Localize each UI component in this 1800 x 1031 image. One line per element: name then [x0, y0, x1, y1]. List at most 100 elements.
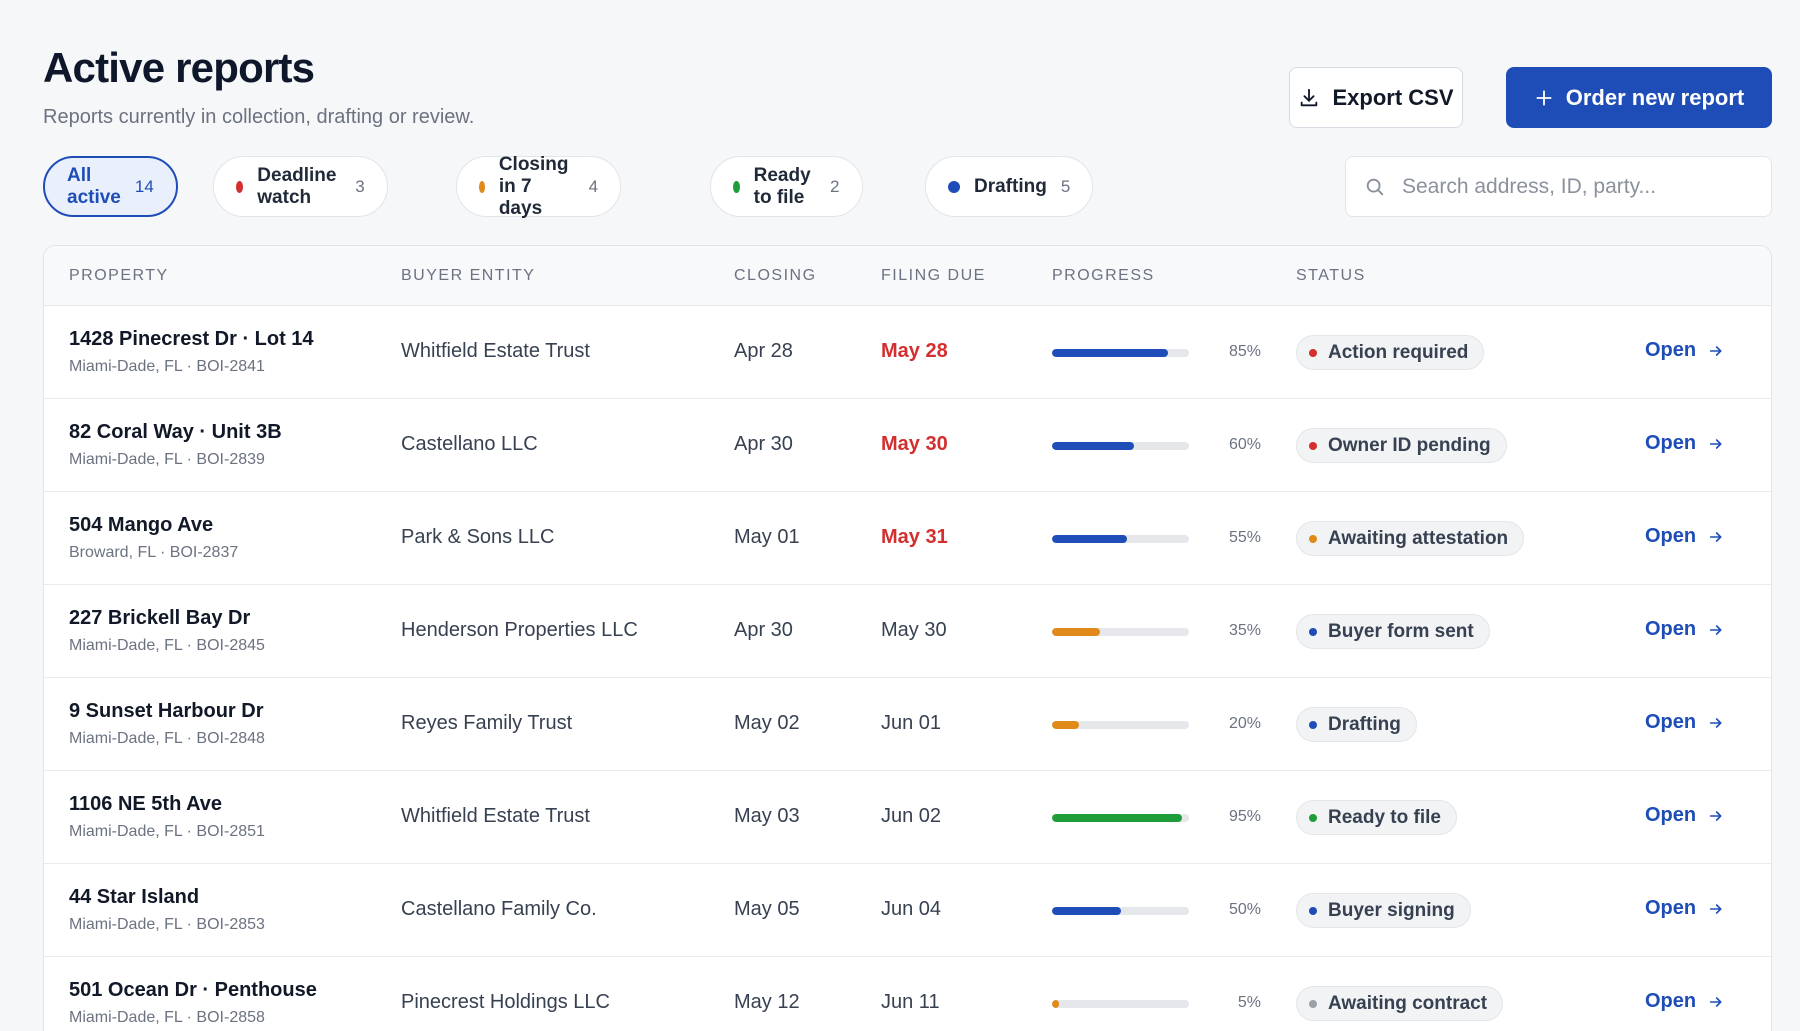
search-input[interactable]: [1402, 174, 1762, 199]
table-row[interactable]: 44 Star Island Miami-Dade, FL · BOI-2853 C…: [44, 864, 1771, 957]
column-header-progress[interactable]: PROGRESS: [1052, 267, 1155, 284]
property-address: 44 Star Island: [69, 886, 200, 908]
arrow-right-icon: [1709, 345, 1722, 356]
progress-bar: [1052, 1000, 1189, 1008]
page-header: Active reports Reports currently in coll…: [43, 0, 1772, 150]
open-report-link[interactable]: Open: [1645, 525, 1724, 548]
status-badge: Action required: [1296, 335, 1485, 370]
open-report-link[interactable]: Open: [1645, 432, 1724, 455]
progress-percent: 50%: [1228, 901, 1261, 918]
filing-due-date: Jun 01: [881, 712, 942, 734]
page: Active reports Reports currently in coll…: [43, 0, 1772, 1031]
table-row[interactable]: 1428 Pinecrest Dr · Lot 14 Miami-Dade, FL…: [44, 306, 1771, 399]
column-header-property[interactable]: PROPERTY: [69, 267, 169, 284]
status-badge: Awaiting contract: [1296, 986, 1504, 1021]
column-header-closing[interactable]: CLOSING: [734, 267, 817, 284]
filter-chip-count: 4: [588, 176, 599, 196]
progress-bar: [1052, 442, 1189, 450]
status-badge: Owner ID pending: [1296, 428, 1507, 463]
table-row[interactable]: 1106 NE 5th Ave Miami-Dade, FL · BOI-2851…: [44, 771, 1771, 864]
open-label: Open: [1645, 990, 1697, 1012]
export-csv-button[interactable]: Export CSV: [1289, 67, 1463, 128]
property-meta: Miami-Dade, FL · BOI-2841: [69, 358, 265, 375]
reports-table: PROPERTY BUYER ENTITY CLOSING FILING DUE…: [43, 245, 1772, 1031]
buyer-entity: Whitfield Estate Trust: [401, 340, 590, 362]
status-dot-icon: [479, 180, 485, 193]
buyer-entity: Castellano LLC: [401, 433, 538, 455]
progress-percent: 5%: [1237, 994, 1261, 1011]
column-header-filing-due[interactable]: FILING DUE: [881, 267, 986, 284]
table-row[interactable]: 504 Mango Ave Broward, FL · BOI-2837 Park …: [44, 492, 1771, 585]
property-meta: Miami-Dade, FL · BOI-2839: [69, 451, 265, 468]
search-icon: [1366, 178, 1384, 195]
arrow-right-icon: [1709, 717, 1722, 728]
status-dot-icon: [1309, 441, 1317, 450]
closing-date: Apr 30: [734, 619, 793, 641]
open-label: Open: [1645, 339, 1697, 361]
filing-due-date: May 30: [881, 619, 947, 641]
open-label: Open: [1645, 711, 1697, 733]
open-report-link[interactable]: Open: [1645, 897, 1724, 920]
column-header-buyer[interactable]: BUYER ENTITY: [401, 267, 536, 284]
status-badge: Ready to file: [1296, 800, 1457, 835]
progress-percent: 85%: [1228, 343, 1261, 360]
status-label: Awaiting contract: [1328, 992, 1488, 1014]
filing-due-date: Jun 04: [881, 898, 942, 920]
filing-due-date: Jun 11: [881, 991, 940, 1013]
arrow-right-icon: [1709, 531, 1722, 542]
progress-bar-fill: [1052, 1000, 1059, 1008]
status-dot-icon: [236, 180, 244, 193]
open-report-link[interactable]: Open: [1645, 804, 1724, 827]
filter-chip-deadline-watch[interactable]: Deadline watch 3: [213, 156, 388, 217]
arrow-right-icon: [1709, 996, 1722, 1007]
column-header-status[interactable]: STATUS: [1296, 267, 1366, 284]
status-label: Awaiting attestation: [1328, 527, 1509, 549]
property-meta: Miami-Dade, FL · BOI-2853: [69, 916, 265, 933]
closing-date: May 12: [734, 991, 800, 1013]
open-label: Open: [1645, 897, 1697, 919]
status-dot-icon: [948, 180, 960, 193]
download-icon: [1301, 88, 1318, 106]
filter-chip-count: 2: [830, 176, 840, 196]
table-row[interactable]: 9 Sunset Harbour Dr Miami-Dade, FL · BOI-…: [44, 678, 1771, 771]
open-label: Open: [1645, 432, 1697, 454]
open-report-link[interactable]: Open: [1645, 339, 1724, 362]
closing-date: Apr 30: [734, 433, 793, 455]
filter-chip-label: Ready to file: [753, 164, 811, 208]
progress-bar: [1052, 628, 1189, 636]
filter-chip-ready-to-file[interactable]: Ready to file 2: [710, 156, 863, 217]
progress-percent: 20%: [1228, 715, 1261, 732]
table-row[interactable]: 82 Coral Way · Unit 3B Miami-Dade, FL · B…: [44, 399, 1771, 492]
arrow-right-icon: [1709, 438, 1722, 449]
order-new-report-button[interactable]: Order new report: [1506, 67, 1772, 128]
buyer-entity: Henderson Properties LLC: [401, 619, 638, 641]
closing-date: May 02: [734, 712, 800, 734]
filter-chip-closing-in-7-days[interactable]: Closing in 7 days 4: [456, 154, 622, 219]
progress-percent: 95%: [1228, 808, 1261, 825]
status-badge: Drafting: [1296, 707, 1417, 742]
closing-date: May 03: [734, 805, 800, 827]
progress-bar-fill: [1052, 907, 1121, 915]
property-address: 504 Mango Ave: [69, 514, 214, 536]
status-dot-icon: [1309, 627, 1317, 636]
property-address: 1106 NE 5th Ave: [69, 793, 223, 815]
progress-bar: [1052, 814, 1189, 822]
status-label: Buyer form sent: [1328, 620, 1474, 642]
filter-chip-all-active[interactable]: All active 14: [43, 156, 178, 217]
filing-due-date: Jun 02: [881, 805, 942, 827]
table-row[interactable]: 501 Ocean Dr · Penthouse Miami-Dade, FL ·…: [44, 957, 1771, 1031]
open-report-link[interactable]: Open: [1645, 618, 1724, 641]
status-label: Buyer signing: [1328, 899, 1455, 921]
status-dot-icon: [1309, 348, 1317, 357]
table-row[interactable]: 227 Brickell Bay Dr Miami-Dade, FL · BOI-…: [44, 585, 1771, 678]
table-body: 1428 Pinecrest Dr · Lot 14 Miami-Dade, FL…: [44, 306, 1771, 1031]
buyer-entity: Park & Sons LLC: [401, 526, 555, 548]
filter-chip-drafting[interactable]: Drafting 5: [925, 156, 1094, 217]
status-dot-icon: [733, 180, 740, 193]
arrow-right-icon: [1709, 810, 1722, 821]
open-report-link[interactable]: Open: [1645, 990, 1724, 1013]
open-report-link[interactable]: Open: [1645, 711, 1724, 734]
progress-percent: 55%: [1228, 529, 1261, 546]
order-new-report-label: Order new report: [1565, 84, 1745, 110]
property-address: 227 Brickell Bay Dr: [69, 607, 251, 629]
